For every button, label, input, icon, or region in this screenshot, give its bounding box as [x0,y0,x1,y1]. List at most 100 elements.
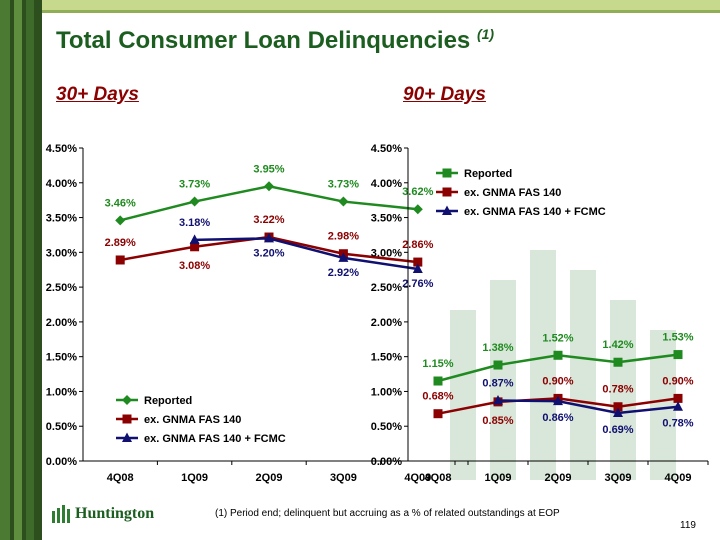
data-point-reported [613,357,623,367]
logo-mark-icon [52,505,70,523]
data-point-ex_gnma_fcmc [673,401,683,411]
x-tick-label: 4Q08 [107,472,134,484]
data-label-ex_gnma: 0.85% [482,415,513,427]
y-tick-label: 4.00% [371,178,402,190]
x-tick-label: 4Q09 [665,472,692,484]
x-tick-label: 1Q09 [485,472,512,484]
data-label-ex_gnma: 0.78% [602,384,633,396]
y-tick-label: 0.00% [371,456,402,468]
x-tick-label: 3Q09 [330,472,357,484]
data-label-ex_gnma_fcmc: 3.20% [253,247,284,259]
page-number: 119 [680,520,696,531]
y-tick-label: 0.00% [46,456,77,468]
legend-marker-ex_gnma_fcmc [122,432,132,442]
data-point-ex_gnma_fcmc [493,394,503,405]
data-label-ex_gnma_fcmc: 0.86% [542,412,573,424]
data-label-ex_gnma: 2.86% [402,239,433,251]
x-tick-label: 4Q08 [425,472,452,484]
data-point-ex_gnma [190,242,200,252]
title-note: (1) [476,26,495,42]
title-text: Total Consumer Loan Delinquencies [56,27,471,54]
data-point-reported [493,360,503,370]
legend-label-ex_gnma_fcmc: ex. GNMA FAS 140 + FCMC [144,433,286,445]
data-label-reported: 3.62% [402,186,433,198]
y-tick-label: 4.50% [46,143,77,155]
data-point-ex_gnma_fcmc [613,407,623,418]
data-label-reported: 3.95% [253,163,284,175]
data-label-ex_gnma: 0.68% [422,391,453,403]
y-tick-label: 1.50% [371,352,402,364]
right-chart-heading: 90+ Days [403,84,486,105]
huntington-logo: Huntington [52,505,154,523]
data-label-ex_gnma_fcmc: 0.87% [482,377,513,389]
y-tick-label: 3.00% [46,247,77,259]
data-label-reported: 3.46% [105,197,136,209]
legend-label-ex_gnma: ex. GNMA FAS 140 [464,187,561,199]
legend-label-reported: Reported [464,168,512,180]
y-tick-label: 2.50% [46,282,77,294]
data-label-ex_gnma: 0.90% [542,375,573,387]
data-point-ex_gnma_fcmc [412,263,423,274]
y-tick-label: 4.50% [371,143,402,155]
legend-label-reported: Reported [144,395,192,407]
legend-marker-reported [122,395,132,405]
legend-marker-ex_gnma [442,187,452,197]
data-point-ex_gnma [115,255,125,265]
data-label-ex_gnma: 2.98% [328,231,359,243]
y-tick-label: 1.00% [371,386,402,398]
data-label-ex_gnma_fcmc: 0.78% [662,418,693,430]
data-label-ex_gnma: 2.89% [105,237,136,249]
legend-label-ex_gnma_fcmc: ex. GNMA FAS 140 + FCMC [464,206,606,218]
y-tick-label: 3.00% [371,247,402,259]
y-tick-label: 1.50% [46,352,77,364]
data-label-ex_gnma_fcmc: 0.69% [602,424,633,436]
series-line-ex_gnma_fcmc [497,399,679,415]
data-label-reported: 3.73% [179,179,210,191]
data-label-reported: 3.73% [328,179,359,191]
data-point-reported [189,196,200,207]
data-point-ex_gnma_fcmc [553,395,563,406]
data-label-ex_gnma_fcmc: 3.18% [179,217,210,229]
data-point-ex_gnma [613,402,623,412]
data-label-reported: 1.15% [422,358,453,370]
y-tick-label: 2.00% [371,317,402,329]
legend-marker-ex_gnma_fcmc [442,205,452,215]
y-tick-label: 0.50% [371,421,402,433]
y-tick-label: 3.50% [371,213,402,225]
y-tick-label: 0.50% [46,421,77,433]
data-point-reported [412,204,423,215]
top-stripe-accent [42,10,720,13]
y-tick-label: 3.50% [46,213,77,225]
legend-marker-ex_gnma [122,414,132,424]
data-point-reported [673,350,683,360]
data-label-reported: 1.38% [482,342,513,354]
data-point-ex_gnma [413,257,423,267]
logo-text: Huntington [75,505,155,522]
data-point-reported [553,350,563,360]
data-point-ex_gnma_fcmc [264,232,274,243]
series-line-ex_gnma_fcmc [194,237,418,271]
data-label-ex_gnma_fcmc: 2.76% [402,278,433,290]
footnote: (1) Period end; delinquent but accruing … [215,508,560,519]
data-point-reported [264,181,274,192]
data-point-reported [433,376,443,386]
x-tick-label: 2Q09 [545,472,572,484]
y-tick-label: 4.00% [46,178,77,190]
data-label-reported: 1.52% [542,332,573,344]
x-tick-label: 1Q09 [181,472,208,484]
data-point-ex_gnma [673,393,683,403]
y-tick-label: 2.50% [371,282,402,294]
slide-title: Total Consumer Loan Delinquencies (1) [56,26,494,55]
x-tick-label: 4Q09 [404,472,431,484]
data-point-reported [115,215,126,226]
data-label-reported: 1.42% [602,339,633,351]
x-tick-label: 3Q09 [605,472,632,484]
data-label-ex_gnma: 3.08% [179,260,210,272]
data-label-ex_gnma: 3.22% [253,214,284,226]
data-point-ex_gnma [433,409,443,419]
y-tick-label: 1.00% [46,386,77,398]
y-tick-label: 2.00% [46,317,77,329]
data-point-ex_gnma_fcmc [189,234,200,244]
data-label-reported: 1.53% [662,332,693,344]
